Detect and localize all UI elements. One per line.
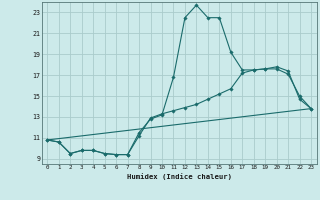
X-axis label: Humidex (Indice chaleur): Humidex (Indice chaleur) <box>127 173 232 180</box>
